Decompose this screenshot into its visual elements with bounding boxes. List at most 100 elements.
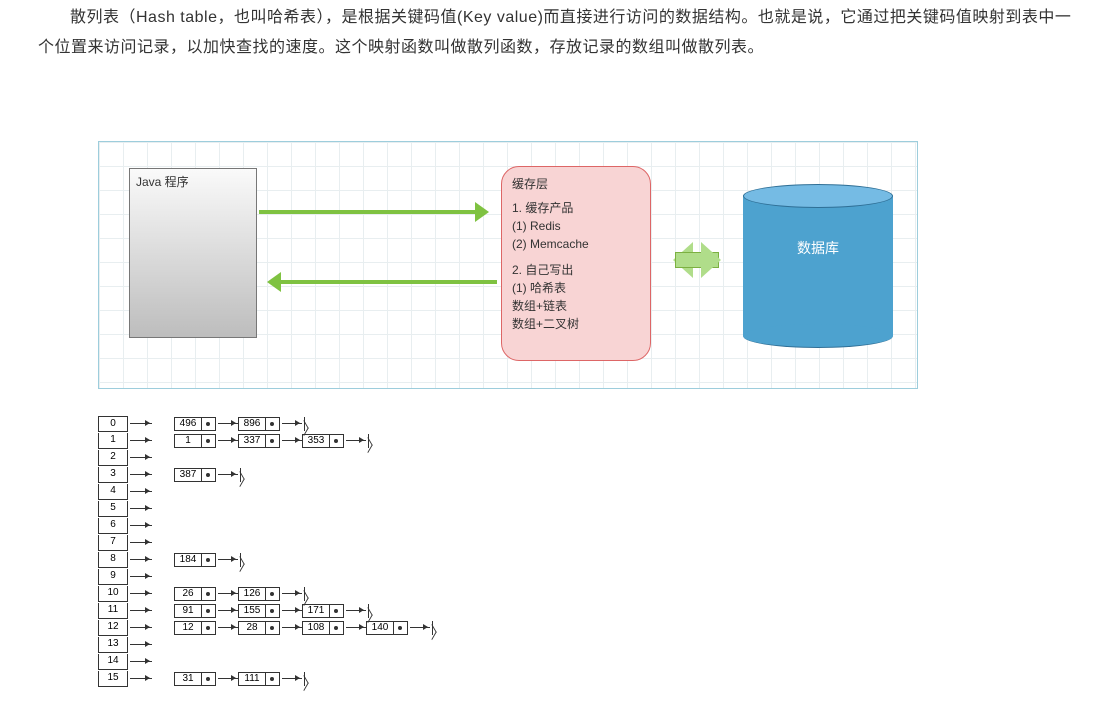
connector-arrow [346, 440, 366, 441]
cache-line: 数组+二叉树 [512, 315, 640, 333]
cache-line: 数组+链表 [512, 297, 640, 315]
hash-node: 91 [174, 604, 216, 618]
connector-arrow [346, 627, 366, 628]
connector-arrow [282, 593, 302, 594]
hash-row: 14 [98, 653, 446, 670]
hash-node: 28 [238, 621, 280, 635]
hash-row: 1026126 [98, 585, 446, 602]
index-cell: 1 [98, 433, 128, 449]
null-terminator-icon [238, 553, 254, 567]
null-terminator-icon [302, 672, 318, 686]
hash-row: 5 [98, 500, 446, 517]
node-pointer [202, 587, 216, 601]
node-value: 12 [174, 621, 202, 635]
node-pointer [330, 604, 344, 618]
null-terminator-icon [366, 434, 382, 448]
pointer-arrow [130, 474, 152, 475]
hash-row: 3 387 [98, 466, 446, 483]
node-pointer [266, 587, 280, 601]
hash-row: 8184 [98, 551, 446, 568]
node-value: 28 [238, 621, 266, 635]
cache-line: (1) 哈希表 [512, 279, 640, 297]
hash-node: 155 [238, 604, 280, 618]
node-value: 1 [174, 434, 202, 448]
node-pointer [266, 604, 280, 618]
index-cell: 0 [98, 416, 128, 432]
hash-node: 12 [174, 621, 216, 635]
hash-node: 896 [238, 417, 280, 431]
node-pointer [266, 621, 280, 635]
hash-row: 4 [98, 483, 446, 500]
connector-arrow [218, 593, 238, 594]
node-pointer [202, 434, 216, 448]
node-pointer [202, 672, 216, 686]
pointer-arrow [130, 678, 152, 679]
pointer-arrow [130, 576, 152, 577]
java-label: Java 程序 [136, 173, 189, 190]
java-program-box: Java 程序 [129, 168, 257, 338]
cache-line: 1. 缓存产品 [512, 199, 640, 217]
connector-arrow [282, 440, 302, 441]
node-pointer [202, 621, 216, 635]
node-pointer [266, 434, 280, 448]
cache-line: (2) Memcache [512, 235, 640, 253]
hash-node: 108 [302, 621, 344, 635]
index-cell: 7 [98, 535, 128, 551]
cache-line: 2. 自己写出 [512, 261, 640, 279]
index-cell: 10 [98, 586, 128, 602]
hash-row: 6 [98, 517, 446, 534]
null-terminator-icon [430, 621, 446, 635]
connector-arrow [218, 423, 238, 424]
null-terminator-icon [302, 417, 318, 431]
index-cell: 2 [98, 450, 128, 466]
cache-line: (1) Redis [512, 217, 640, 235]
bidirectional-arrow [657, 246, 737, 274]
index-cell: 14 [98, 654, 128, 670]
pointer-arrow [130, 593, 152, 594]
hash-row: 0496896 [98, 415, 446, 432]
hash-row: 7 [98, 534, 446, 551]
index-cell: 3 [98, 467, 128, 483]
node-pointer [266, 672, 280, 686]
node-pointer [266, 417, 280, 431]
connector-arrow [218, 627, 238, 628]
hash-row: 121228108140 [98, 619, 446, 636]
connector-arrow [218, 678, 238, 679]
hash-row: 1191155171 [98, 602, 446, 619]
index-cell: 6 [98, 518, 128, 534]
node-pointer [202, 553, 216, 567]
node-pointer [202, 468, 216, 482]
node-pointer [394, 621, 408, 635]
pointer-arrow [130, 559, 152, 560]
pointer-arrow [130, 457, 152, 458]
node-pointer [330, 434, 344, 448]
node-pointer [202, 604, 216, 618]
pointer-arrow [130, 610, 152, 611]
node-value: 387 [174, 468, 202, 482]
node-value: 896 [238, 417, 266, 431]
node-value: 126 [238, 587, 266, 601]
hash-node: 1 [174, 434, 216, 448]
index-cell: 11 [98, 603, 128, 619]
pointer-arrow [130, 423, 152, 424]
null-terminator-icon [238, 468, 254, 482]
hash-node: 140 [366, 621, 408, 635]
hash-node: 353 [302, 434, 344, 448]
node-value: 31 [174, 672, 202, 686]
pointer-arrow [130, 644, 152, 645]
connector-arrow [218, 610, 238, 611]
cache-layer-box: 缓存层 1. 缓存产品 (1) Redis (2) Memcache 2. 自己… [501, 166, 651, 361]
connector-arrow [346, 610, 366, 611]
pointer-arrow [130, 491, 152, 492]
hash-table-structure: 0496896113373532338745678184910261261191… [98, 415, 446, 687]
index-cell: 8 [98, 552, 128, 568]
hash-row: 13 [98, 636, 446, 653]
index-cell: 13 [98, 637, 128, 653]
arrow-java-to-cache [259, 210, 485, 214]
hash-node: 31 [174, 672, 216, 686]
hash-node: 111 [238, 672, 280, 686]
index-cell: 15 [98, 671, 128, 687]
intro-text: 散列表（Hash table，也叫哈希表），是根据关键码值(Key value)… [38, 3, 1076, 63]
connector-arrow [282, 423, 302, 424]
index-cell: 9 [98, 569, 128, 585]
